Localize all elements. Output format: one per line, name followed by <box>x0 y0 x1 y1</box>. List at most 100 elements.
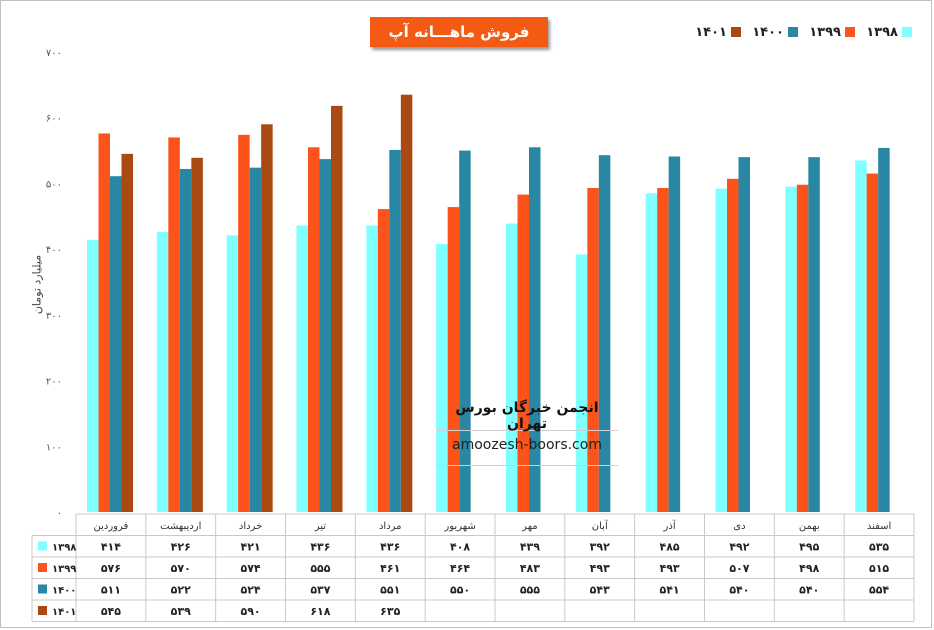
data-label-s2-c7: ۵۴۳ <box>590 584 610 597</box>
y-axis-label: میلیارد تومان <box>30 254 44 315</box>
bar-s2-c2 <box>249 167 262 512</box>
data-label-s0-c5: ۴۰۸ <box>450 541 470 554</box>
bar-s2-c9 <box>738 157 750 512</box>
category-label-3: تیر <box>314 521 327 532</box>
bar-s1-c7 <box>587 188 599 512</box>
data-label-s3-c2: ۵۹۰ <box>241 605 261 618</box>
bar-s1-c10 <box>796 184 809 512</box>
data-label-s1-c10: ۴۹۸ <box>799 562 819 575</box>
bar-s2-c0 <box>110 176 122 512</box>
bar-s0-c8 <box>645 193 658 513</box>
bar-s0-c2 <box>226 235 239 513</box>
y-tick-label-3: ۳۰۰ <box>46 311 62 322</box>
y-tick-label-7: ۷۰۰ <box>46 48 62 59</box>
data-label-s1-c3: ۵۵۵ <box>310 562 330 575</box>
y-tick-label-0: ۰ <box>57 508 62 519</box>
data-label-s1-c5: ۴۶۴ <box>450 562 470 575</box>
bar-s2-c5 <box>459 150 471 513</box>
bar-s3-c0 <box>121 153 133 512</box>
bar-s1-c9 <box>727 178 739 513</box>
data-label-s1-c8: ۴۹۳ <box>660 562 680 575</box>
bar-s1-c1 <box>168 137 180 512</box>
legend-label-1399: ۱۳۹۹ <box>809 24 841 40</box>
data-label-s0-c10: ۴۹۵ <box>799 541 819 554</box>
legend-label-1401: ۱۴۰۱ <box>695 24 727 40</box>
category-label-10: بهمن <box>799 521 820 532</box>
data-label-s2-c8: ۵۴۱ <box>660 584 680 597</box>
table-swatch-3 <box>38 606 47 615</box>
data-label-s0-c1: ۴۲۶ <box>171 541 191 554</box>
bar-s1-c4 <box>377 209 390 513</box>
bar-s2-c7 <box>598 155 611 512</box>
bar-s1-c5 <box>447 207 460 513</box>
table-series-name-3: ۱۴۰۱ <box>52 607 76 618</box>
legend: ۱۳۹۸ ۱۳۹۹ ۱۴۰۰ ۱۴۰۱ <box>684 22 912 42</box>
bar-s3-c4 <box>400 94 413 512</box>
data-label-s2-c11: ۵۵۴ <box>869 584 889 597</box>
watermark-rule-top <box>436 430 618 431</box>
bar-s2-c8 <box>668 156 681 512</box>
bar-s0-c6 <box>506 223 518 512</box>
bar-s0-c0 <box>87 239 99 512</box>
bar-s3-c3 <box>331 105 343 512</box>
bar-s1-c8 <box>657 188 669 512</box>
table-series-name-1: ۱۳۹۹ <box>52 564 76 575</box>
category-label-9: دی <box>733 521 745 532</box>
category-label-4: مرداد <box>379 521 402 532</box>
bar-s2-c11 <box>878 147 890 512</box>
legend-item-1398: ۱۳۹۸ <box>855 22 912 42</box>
bar-s1-c6 <box>517 194 529 512</box>
category-label-11: اسفند <box>867 521 891 532</box>
data-label-s0-c4: ۴۳۶ <box>380 541 400 554</box>
bar-s1-c0 <box>98 133 110 512</box>
bar-s0-c4 <box>366 225 378 512</box>
category-label-1: اردیبهشت <box>160 521 201 532</box>
data-label-s1-c1: ۵۷۰ <box>171 562 191 575</box>
data-label-s0-c8: ۴۸۵ <box>660 541 680 554</box>
bar-s0-c7 <box>575 254 588 512</box>
data-label-s1-c7: ۴۹۳ <box>590 562 610 575</box>
data-label-s3-c3: ۶۱۸ <box>310 605 330 618</box>
data-label-s2-c4: ۵۵۱ <box>380 584 400 597</box>
bar-s3-c1 <box>191 157 203 513</box>
legend-swatch-1401 <box>731 27 741 37</box>
data-label-s1-c6: ۴۸۳ <box>520 562 540 575</box>
table-swatch-0 <box>38 541 47 551</box>
bar-s2-c1 <box>179 168 192 512</box>
data-label-s0-c2: ۴۲۱ <box>241 541 261 554</box>
chart-title: فروش ماهـــانه آپ <box>370 17 548 47</box>
legend-item-1401: ۱۴۰۱ <box>684 22 741 42</box>
table-series-name-0: ۱۳۹۸ <box>52 543 76 554</box>
data-label-s0-c6: ۴۳۹ <box>520 541 540 554</box>
data-label-s1-c11: ۵۱۵ <box>869 562 889 575</box>
category-label-2: خرداد <box>239 521 262 532</box>
bar-s3-c2 <box>261 124 273 513</box>
bar-s0-c5 <box>436 243 448 512</box>
category-label-5: شهریور <box>443 521 475 532</box>
data-label-s3-c1: ۵۳۹ <box>171 605 191 618</box>
legend-swatch-1398 <box>902 27 912 37</box>
legend-label-1398: ۱۳۹۸ <box>866 24 898 40</box>
bar-s1-c11 <box>866 173 879 513</box>
bar-s0-c11 <box>855 160 867 512</box>
category-label-6: مهر <box>521 521 537 532</box>
legend-item-1399: ۱۳۹۹ <box>798 22 855 42</box>
bar-s0-c1 <box>156 232 169 513</box>
category-label-7: آبان <box>592 519 609 532</box>
data-label-s3-c4: ۶۳۵ <box>380 605 400 618</box>
data-label-s1-c0: ۵۷۶ <box>101 562 121 575</box>
data-label-s2-c5: ۵۵۰ <box>450 584 470 597</box>
table-swatch-2 <box>38 584 47 594</box>
data-label-s0-c3: ۴۳۶ <box>310 541 330 554</box>
data-label-s0-c0: ۴۱۴ <box>101 541 121 554</box>
data-label-s2-c6: ۵۵۵ <box>520 584 540 597</box>
bar-s0-c9 <box>715 188 727 512</box>
y-tick-label-4: ۴۰۰ <box>46 245 62 256</box>
category-label-8: آذر <box>663 519 677 532</box>
data-label-s2-c1: ۵۲۲ <box>171 584 191 597</box>
bar-s2-c10 <box>808 157 820 512</box>
category-label-0: فروردین <box>94 521 129 532</box>
data-label-s2-c0: ۵۱۱ <box>101 584 121 597</box>
